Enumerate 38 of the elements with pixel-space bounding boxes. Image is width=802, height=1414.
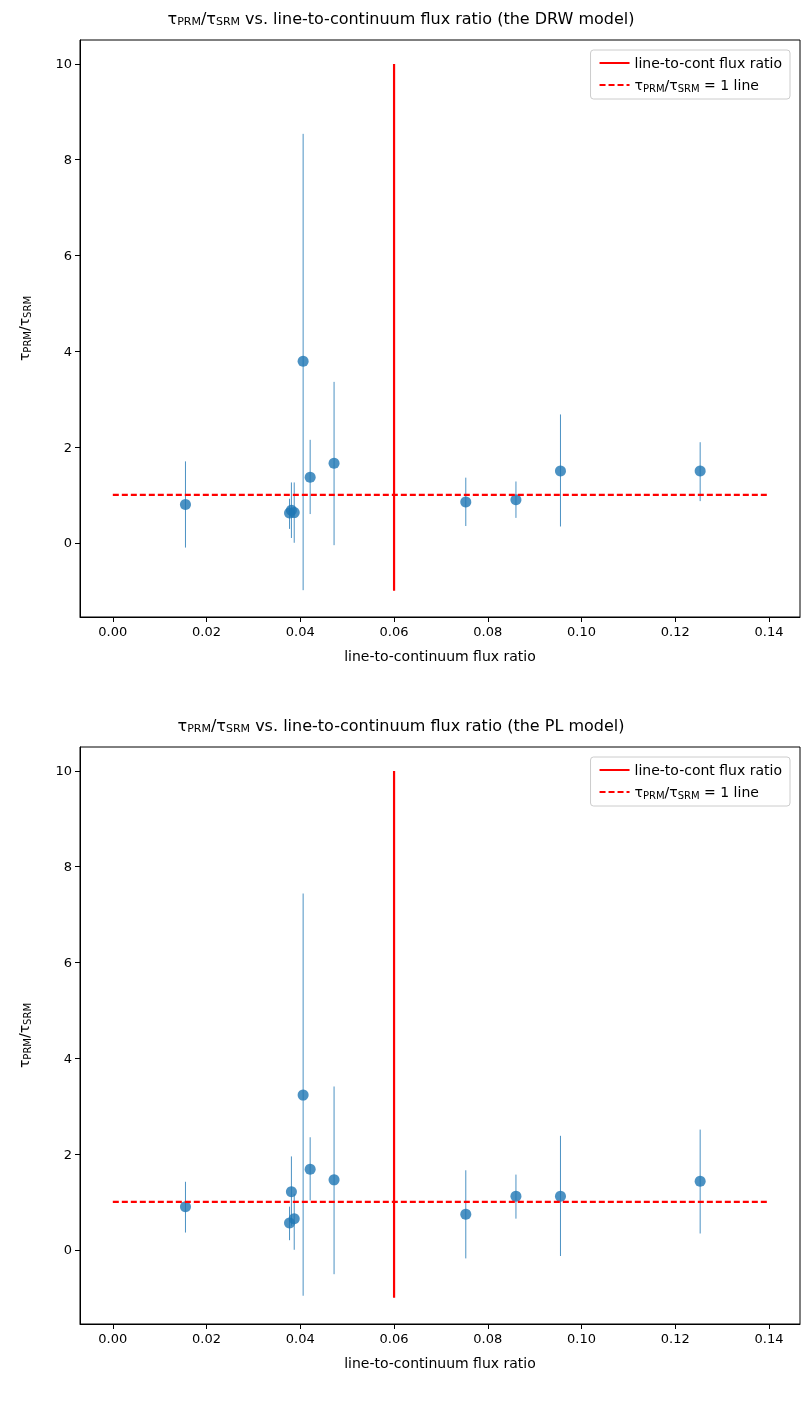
- legend-label: τPRM/τSRM = 1 line: [634, 77, 759, 94]
- y-axis-title: τPRM/τSRM: [16, 295, 33, 362]
- y-tick-label: 4: [63, 1050, 72, 1066]
- x-tick-label: 0.04: [285, 624, 315, 639]
- legend-label: line-to-cont flux ratio: [634, 55, 782, 71]
- x-tick-label: 0.12: [660, 624, 690, 639]
- x-tick-label: 0.08: [473, 624, 503, 639]
- x-tick-label: 0.10: [567, 1331, 597, 1346]
- x-tick-label: 0.14: [754, 1331, 784, 1346]
- x-tick-label: 0.06: [379, 1331, 409, 1346]
- y-tick-label: 6: [63, 247, 72, 263]
- x-tick-label: 0.10: [567, 624, 597, 639]
- x-tick-label: 0.06: [379, 624, 409, 639]
- legend-label: line-to-cont flux ratio: [634, 762, 782, 778]
- x-axis-title: line-to-continuum flux ratio: [344, 1355, 536, 1371]
- y-tick-label: 2: [63, 439, 72, 455]
- y-tick-label: 0: [63, 1242, 72, 1258]
- legend-label: τPRM/τSRM = 1 line: [634, 784, 759, 801]
- x-axis-title: line-to-continuum flux ratio: [344, 648, 536, 664]
- x-tick-label: 0.08: [473, 1331, 503, 1346]
- x-tick-label: 0.04: [285, 1331, 315, 1346]
- x-tick-label: 0.00: [98, 1331, 128, 1346]
- x-tick-label: 0.14: [754, 624, 784, 639]
- y-tick-label: 10: [55, 763, 72, 779]
- y-tick-label: 8: [63, 859, 72, 875]
- x-tick-label: 0.12: [660, 1331, 690, 1346]
- y-tick-label: 6: [63, 954, 72, 970]
- y-tick-label: 2: [63, 1146, 72, 1162]
- chart-title: τPRM/τSRM vs. line-to-continuum flux ratio (the DRW model): [167, 8, 635, 28]
- y-tick-label: 0: [63, 535, 72, 551]
- y-tick-label: 4: [63, 343, 72, 359]
- y-axis-title: τPRM/τSRM: [16, 1002, 33, 1069]
- y-tick-label: 8: [63, 152, 72, 168]
- x-tick-label: 0.00: [98, 624, 128, 639]
- x-tick-label: 0.02: [192, 1331, 222, 1346]
- y-tick-label: 10: [55, 56, 72, 72]
- x-tick-label: 0.02: [192, 624, 222, 639]
- chart-title: τPRM/τSRM vs. line-to-continuum flux ratio (the PL model): [177, 715, 625, 735]
